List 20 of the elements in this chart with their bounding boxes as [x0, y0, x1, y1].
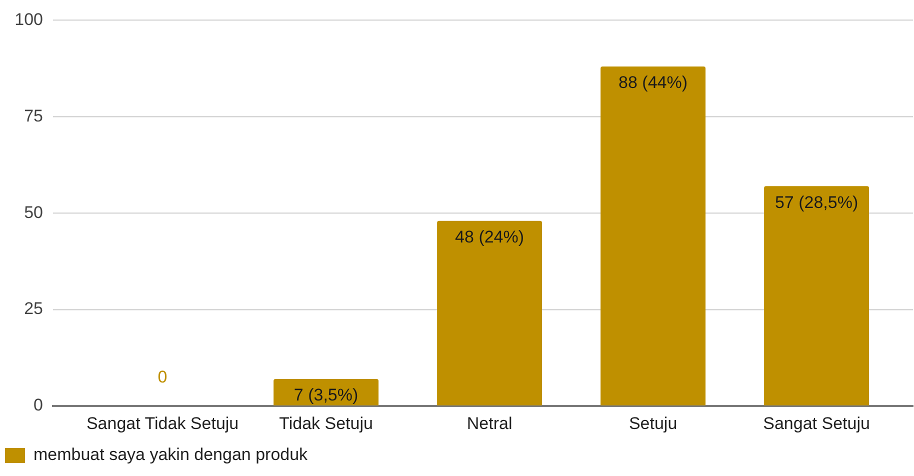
legend-label: membuat saya yakin dengan produk [34, 445, 308, 464]
x-tick-label: Sangat Tidak Setuju [86, 414, 239, 433]
data-label: 7 (3,5%) [294, 386, 358, 405]
y-tick-label: 100 [14, 10, 43, 29]
y-tick-label: 25 [24, 299, 43, 318]
y-tick-label: 0 [34, 396, 43, 415]
x-tick-label: Setuju [628, 414, 678, 433]
bar [437, 220, 542, 406]
x-tick-label: Netral [466, 414, 512, 433]
x-tick-label: Sangat Setuju [763, 414, 870, 433]
y-tick-label: 50 [24, 202, 43, 222]
x-tick-label: Tidak Setuju [279, 414, 373, 433]
data-label: 48 (24%) [455, 228, 524, 247]
data-label: 0 [158, 368, 168, 387]
data-label: 57 (28,5%) [774, 192, 858, 212]
data-label: 88 (44%) [618, 73, 688, 92]
bar [600, 66, 706, 406]
y-tick-label: 75 [24, 106, 43, 126]
bar [274, 378, 379, 406]
bar [764, 186, 870, 406]
